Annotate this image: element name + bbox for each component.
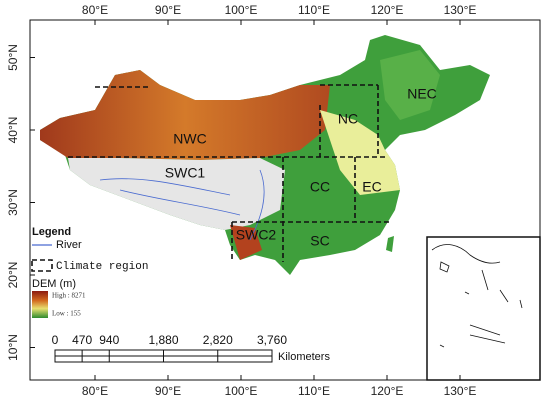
climate-region-borders [68,84,390,262]
scale-label: 2,820 [203,333,233,347]
lon-label: 120°E [371,3,404,17]
lon-label: 100°E [225,3,258,17]
region-label: EC [362,179,381,195]
legend: Legend River Climate region DEM (m) High… [31,226,148,318]
lat-label: 20°N [6,262,20,289]
lat-label: 50°N [6,44,20,71]
lon-label: 90°E [155,3,181,17]
legend-title: Legend [32,226,71,238]
scale-unit: Kilometers [278,351,330,363]
lon-label: 130°E [444,3,477,17]
scale-label: 0 [52,333,59,347]
scale-label: 1,880 [148,333,178,347]
region-label: SWC2 [236,227,277,243]
lon-label: 80°E [82,3,108,17]
region-label: NC [338,111,358,127]
scale-bar: Kilometers [278,351,330,363]
legend-low: Low : 155 [52,310,81,318]
lon-label: 130°E [444,384,477,398]
scale-label: 3,760 [257,333,287,347]
legend-high: High : 8271 [52,292,86,300]
legend-river: River [56,239,82,251]
legend-dem: DEM (m) [32,278,76,290]
scale-label: 940 [99,333,119,347]
scale-label: 470 [72,333,92,347]
lat-label: 10°N [6,334,20,361]
region-label: NWC [173,131,206,147]
region-label: NEC [407,86,437,102]
lon-label: 100°E [225,384,258,398]
lon-label: 120°E [371,384,404,398]
legend-climate: Climate region [56,261,148,273]
lon-label: 90°E [155,384,181,398]
lon-label: 80°E [82,384,108,398]
inset-map [426,236,541,381]
lon-label: 110°E [298,3,330,17]
lat-label: 30°N [6,189,20,216]
region-label: SWC1 [165,165,206,181]
lat-label: 40°N [6,117,20,144]
region-label: CC [310,179,330,195]
lon-label: 110°E [298,384,330,398]
region-label: SC [310,233,329,249]
